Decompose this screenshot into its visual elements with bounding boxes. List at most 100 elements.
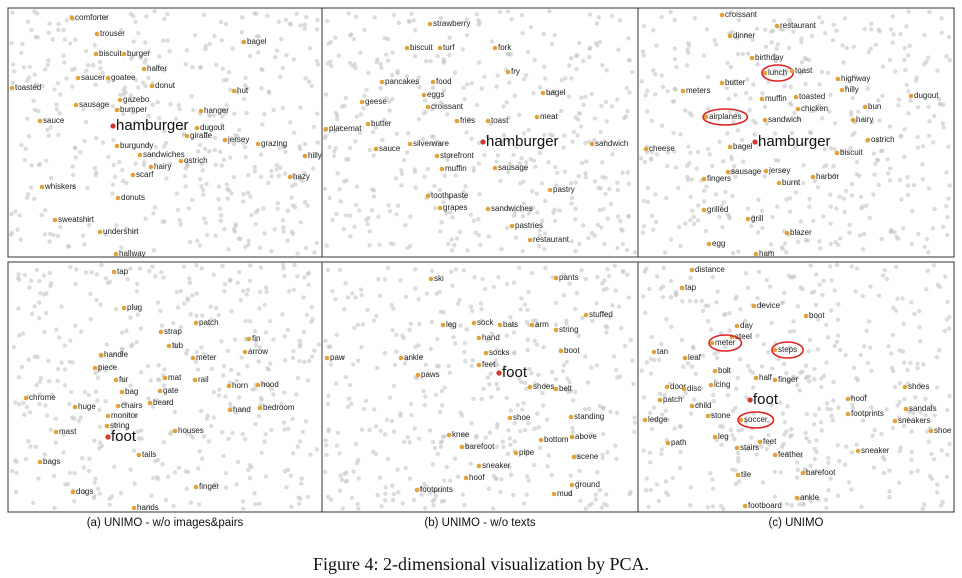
background-point bbox=[247, 476, 253, 481]
word-point bbox=[727, 33, 733, 39]
background-point bbox=[293, 176, 298, 181]
background-point bbox=[880, 93, 885, 99]
background-point bbox=[339, 477, 345, 482]
word-label: scarf bbox=[136, 170, 154, 179]
word-label: meat bbox=[540, 112, 559, 121]
background-point bbox=[292, 262, 297, 268]
background-point bbox=[583, 140, 588, 146]
background-point bbox=[53, 416, 58, 422]
word-label: disc bbox=[687, 384, 701, 393]
background-point bbox=[49, 175, 54, 181]
word-label: footprints bbox=[851, 409, 884, 418]
background-point bbox=[905, 183, 911, 188]
background-point bbox=[212, 147, 218, 153]
background-point bbox=[587, 54, 592, 60]
background-point bbox=[799, 39, 804, 45]
background-point bbox=[185, 296, 190, 301]
background-point bbox=[448, 209, 453, 215]
background-point bbox=[867, 345, 873, 350]
word-point bbox=[193, 320, 199, 326]
background-point bbox=[472, 275, 477, 280]
background-point bbox=[195, 238, 200, 244]
background-point bbox=[253, 501, 258, 507]
background-point bbox=[69, 415, 75, 420]
background-point bbox=[212, 33, 217, 39]
background-point bbox=[315, 17, 320, 23]
word-point bbox=[485, 118, 491, 124]
word-label: beard bbox=[153, 398, 173, 407]
word-point bbox=[492, 45, 498, 51]
background-point bbox=[652, 357, 657, 363]
background-point bbox=[696, 203, 701, 208]
background-point bbox=[523, 72, 529, 78]
background-point bbox=[248, 263, 253, 268]
background-point bbox=[772, 131, 778, 136]
background-point bbox=[15, 227, 20, 232]
background-point bbox=[482, 74, 487, 79]
background-point bbox=[23, 146, 28, 152]
background-point bbox=[227, 278, 233, 283]
background-point bbox=[945, 299, 950, 305]
background-point bbox=[625, 170, 631, 175]
background-point bbox=[783, 249, 789, 255]
background-point bbox=[256, 414, 262, 419]
background-point bbox=[324, 452, 329, 458]
word-label: fur bbox=[119, 375, 129, 384]
background-point bbox=[909, 450, 915, 455]
word-label: paws bbox=[421, 370, 440, 379]
word-point bbox=[719, 80, 725, 86]
background-point bbox=[786, 273, 792, 279]
word-point bbox=[664, 384, 670, 390]
background-point bbox=[715, 289, 720, 294]
background-point bbox=[269, 173, 274, 179]
background-point bbox=[407, 19, 412, 24]
background-point bbox=[764, 447, 770, 452]
background-point bbox=[373, 125, 378, 130]
background-point bbox=[168, 102, 173, 107]
background-point bbox=[223, 111, 228, 116]
background-point bbox=[603, 99, 609, 105]
background-point bbox=[841, 60, 846, 65]
background-point bbox=[909, 300, 914, 305]
background-point bbox=[428, 58, 433, 64]
background-point bbox=[541, 345, 546, 350]
background-point bbox=[184, 486, 189, 492]
background-point bbox=[569, 56, 574, 61]
background-point bbox=[211, 113, 217, 118]
background-point bbox=[110, 182, 116, 187]
background-point bbox=[904, 24, 909, 29]
word-point bbox=[712, 434, 718, 440]
background-point bbox=[812, 377, 817, 382]
background-point bbox=[34, 11, 40, 16]
background-point bbox=[383, 491, 388, 497]
background-point bbox=[525, 337, 530, 342]
background-point bbox=[695, 402, 701, 408]
background-point bbox=[505, 169, 511, 175]
background-point bbox=[540, 218, 545, 224]
background-point bbox=[333, 381, 339, 386]
background-point bbox=[605, 216, 610, 221]
background-point bbox=[143, 83, 148, 89]
word-label: string bbox=[559, 325, 579, 334]
background-point bbox=[598, 225, 604, 230]
background-point bbox=[425, 166, 431, 172]
background-point bbox=[539, 181, 545, 186]
background-point bbox=[871, 192, 876, 197]
background-point bbox=[893, 264, 899, 270]
background-point bbox=[407, 327, 412, 332]
background-point bbox=[649, 149, 655, 155]
background-point bbox=[61, 450, 66, 455]
background-point bbox=[448, 269, 454, 274]
background-point bbox=[231, 174, 237, 180]
background-point bbox=[811, 218, 816, 224]
word-point bbox=[98, 352, 104, 358]
background-point bbox=[35, 35, 40, 40]
background-point bbox=[183, 61, 188, 67]
background-point bbox=[401, 157, 407, 163]
background-point bbox=[470, 308, 475, 314]
background-point bbox=[542, 64, 547, 70]
word-label: hoof bbox=[469, 473, 485, 482]
background-point bbox=[803, 81, 808, 87]
background-point bbox=[879, 236, 884, 242]
word-point bbox=[551, 491, 557, 497]
